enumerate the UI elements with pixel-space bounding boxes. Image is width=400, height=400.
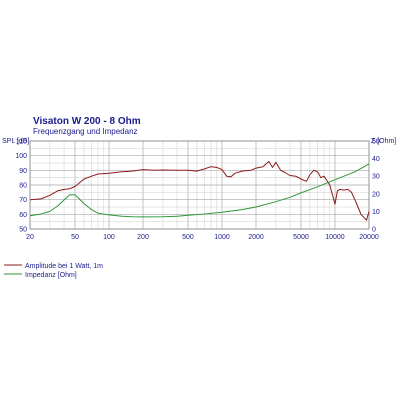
y-right-tick-label: 10 (372, 209, 380, 216)
chart-subtitle: Frequenzgang und Impedanz (33, 127, 138, 136)
x-tick-label: 2000 (248, 234, 264, 241)
axis-ticks: 20 50 100 200 500 1000 2000 5000 10000 2000050607… (15, 139, 380, 242)
y-left-tick-label: 110 (16, 139, 27, 146)
x-tick-label: 50 (71, 234, 79, 241)
y-right-tick-label: 50 (372, 139, 380, 146)
y-right-tick-label: 20 (372, 191, 380, 198)
y-left-axis-label: SPL [dB] (2, 138, 29, 145)
x-tick-label: 200 (137, 234, 149, 241)
y-left-tick-label: 100 (15, 153, 27, 160)
spl-series-line (29, 161, 370, 221)
grid (29, 140, 370, 230)
x-tick-label: 500 (182, 234, 194, 241)
x-tick-label: 20 (26, 234, 34, 241)
y-right-tick-label: 30 (372, 174, 380, 181)
y-right-tick-label: 40 (372, 156, 380, 163)
plot-frame (29, 140, 370, 230)
y-left-tick-label: 50 (19, 227, 27, 234)
series-layer (29, 161, 370, 221)
y-left-tick-label: 60 (19, 212, 27, 219)
x-tick-label: 5000 (293, 234, 309, 241)
x-tick-label: 1000 (214, 234, 230, 241)
y-left-tick-label: 70 (19, 197, 27, 204)
y-left-tick-label: 80 (19, 183, 27, 190)
impedance-series-line (29, 163, 370, 218)
x-tick-label: 10000 (325, 234, 345, 241)
legend-label-impedance: Impedanz [Ohm] (25, 272, 77, 279)
x-tick-label: 100 (103, 234, 115, 241)
y-left-tick-label: 90 (19, 168, 27, 175)
chart-title: Visaton W 200 - 8 Ohm (33, 116, 141, 127)
legend: Amplitude bei 1 Watt, 1m Impedanz [Ohm] (4, 263, 103, 279)
x-tick-label: 20000 (359, 234, 379, 241)
y-right-axis-label: Z [Ohm] (371, 138, 396, 145)
y-right-tick-label: 0 (372, 227, 376, 234)
legend-label-spl: Amplitude bei 1 Watt, 1m (25, 263, 103, 270)
